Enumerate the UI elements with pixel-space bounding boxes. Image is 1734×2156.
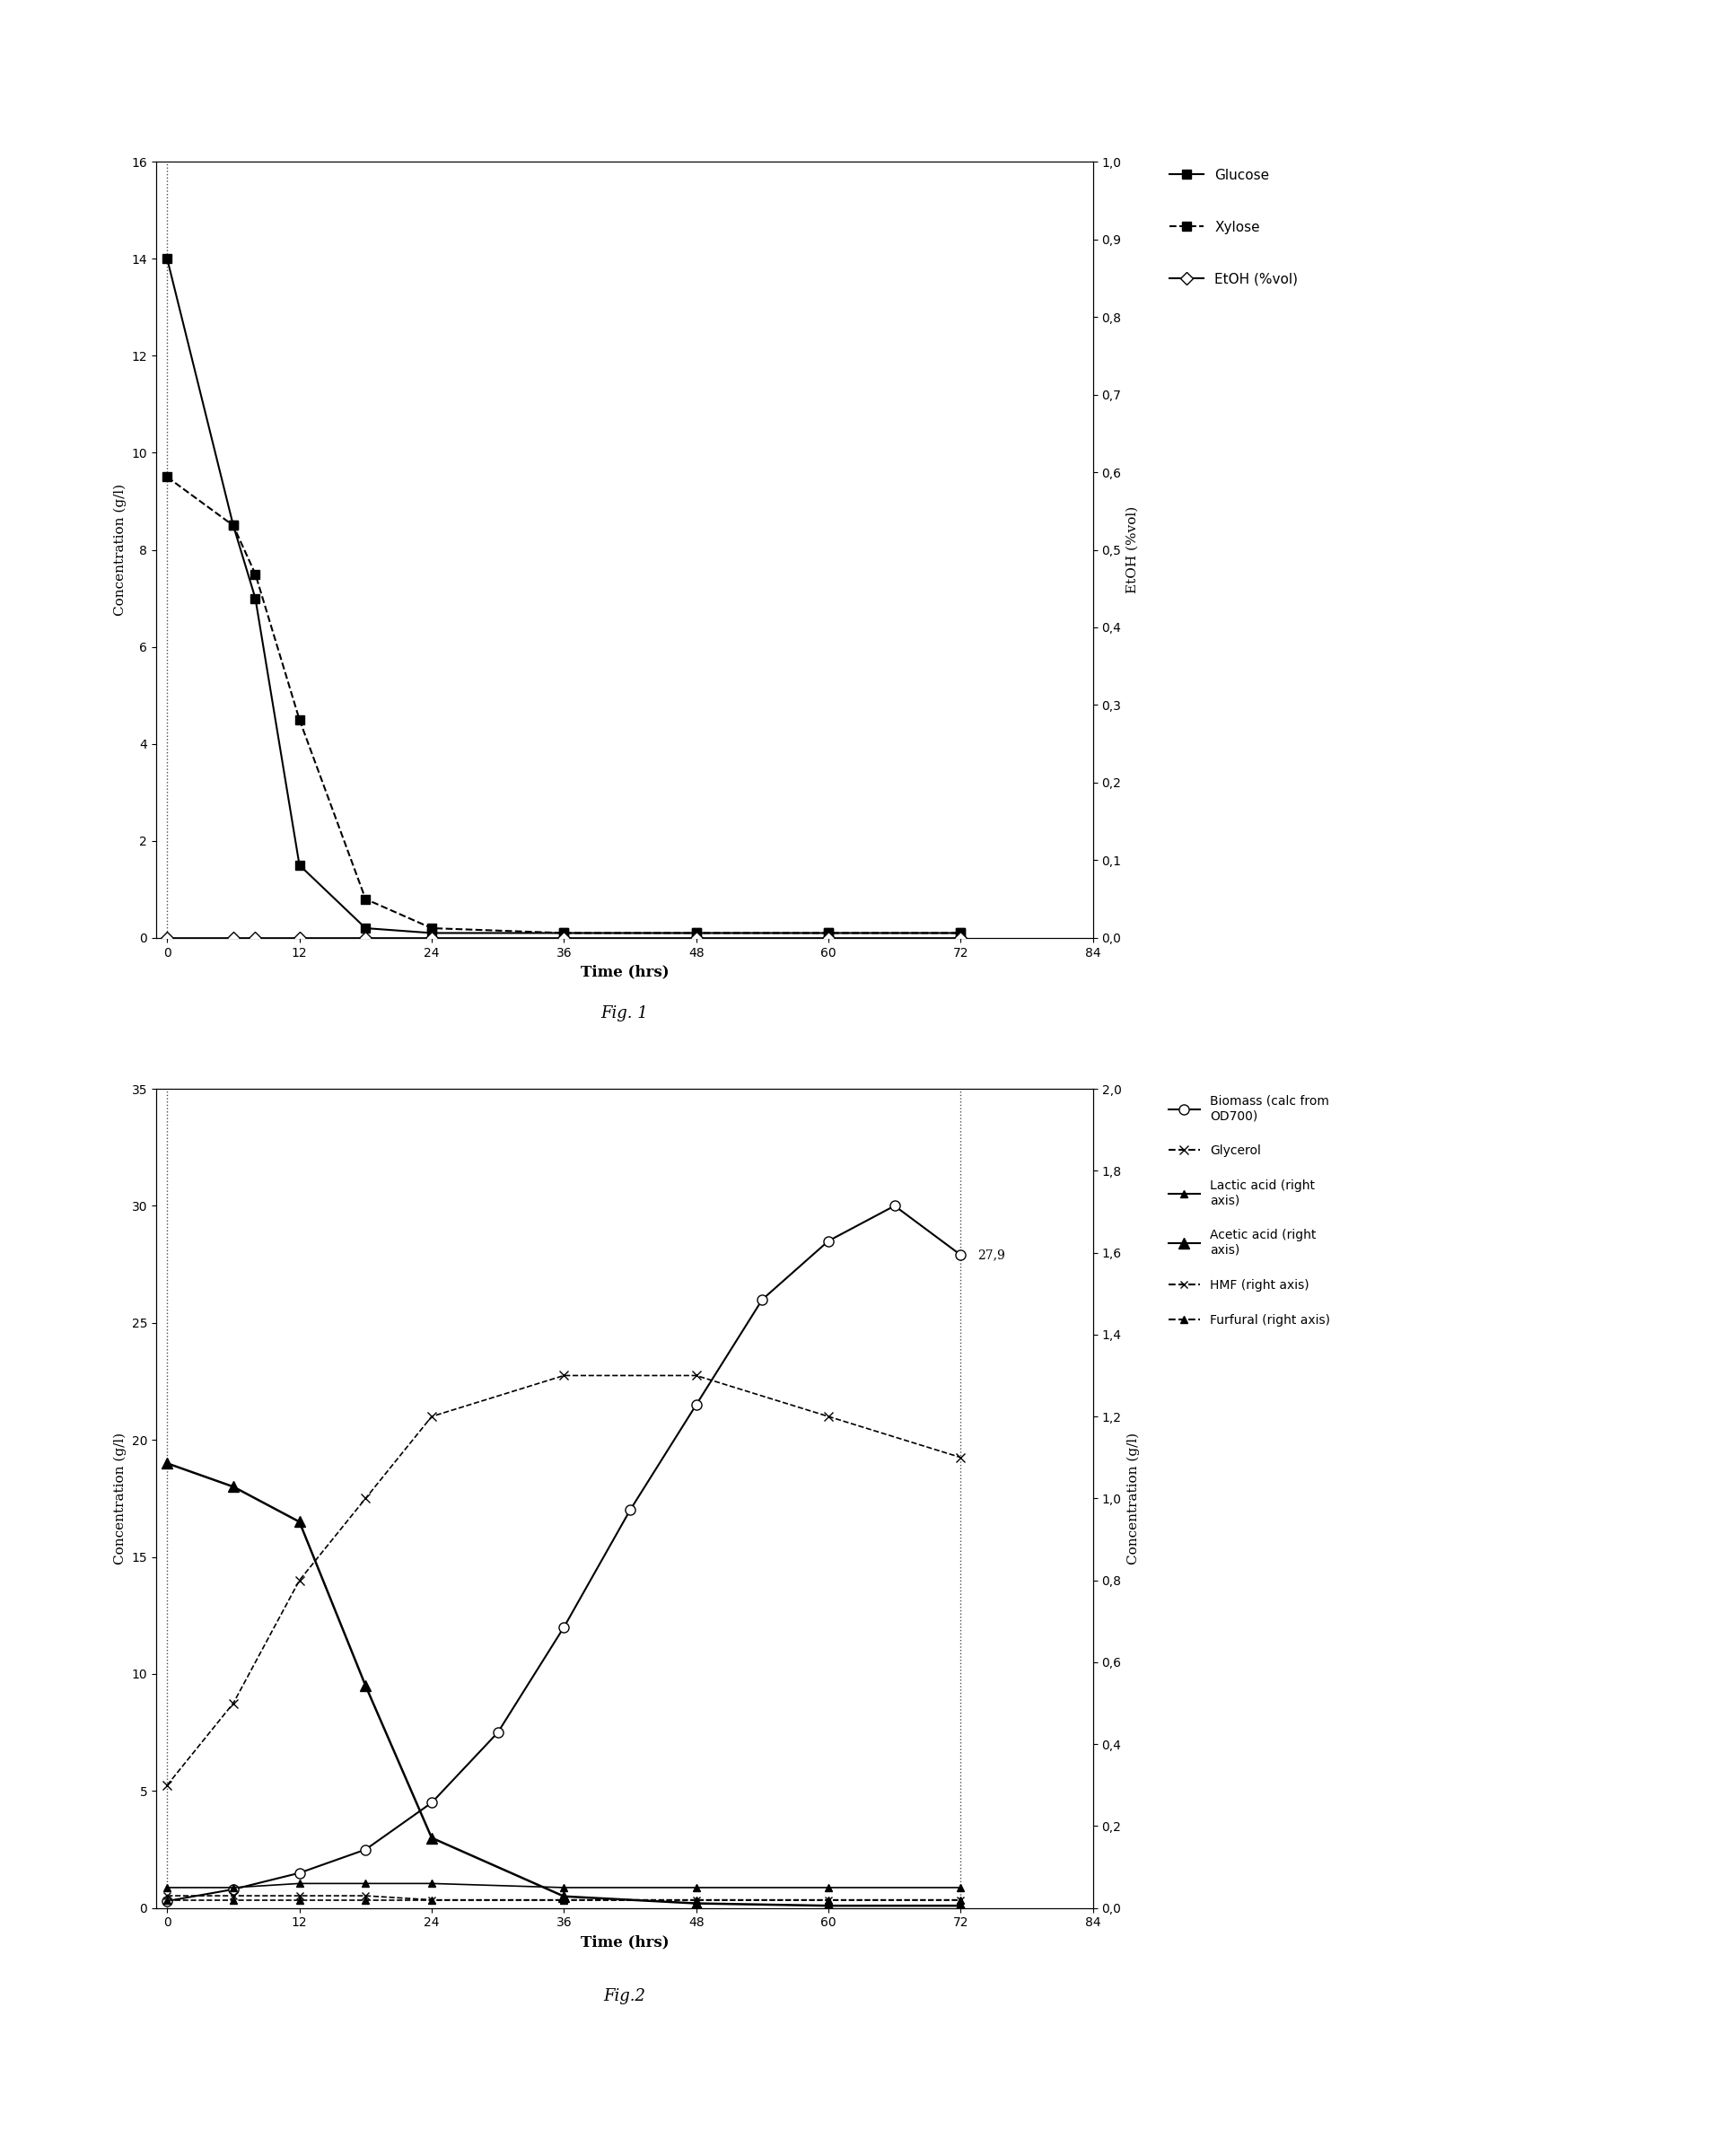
X-axis label: Time (hrs): Time (hrs) (579, 1934, 669, 1949)
Y-axis label: EtOH (%vol): EtOH (%vol) (1125, 507, 1139, 593)
Text: Fig. 1: Fig. 1 (600, 1005, 649, 1022)
X-axis label: Time (hrs): Time (hrs) (579, 964, 669, 979)
Y-axis label: Concentration (g/l): Concentration (g/l) (114, 1432, 127, 1565)
Y-axis label: Concentration (g/l): Concentration (g/l) (1125, 1432, 1139, 1565)
Y-axis label: Concentration (g/l): Concentration (g/l) (113, 483, 127, 617)
Legend: Biomass (calc from
OD700), Glycerol, Lactic acid (right
axis), Acetic acid (righ: Biomass (calc from OD700), Glycerol, Lac… (1169, 1095, 1330, 1326)
Legend: Glucose, Xylose, EtOH (%vol): Glucose, Xylose, EtOH (%vol) (1169, 168, 1297, 287)
Text: 27,9: 27,9 (976, 1248, 1004, 1261)
Text: Fig.2: Fig.2 (603, 1988, 645, 2005)
